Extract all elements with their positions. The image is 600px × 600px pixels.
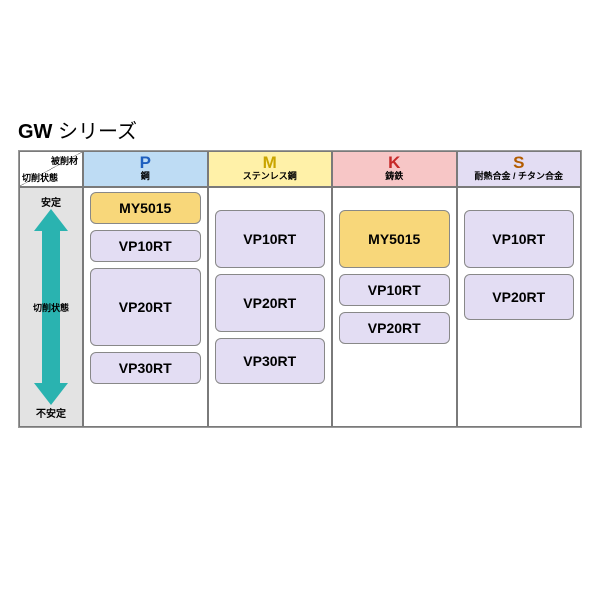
- spacer: [215, 192, 326, 204]
- header-row: 被削材 切削状態 P鋼Mステンレス鋼K鋳鉄S耐熱合金 / チタン合金: [19, 151, 581, 187]
- header-sub: 鋳鉄: [333, 172, 456, 182]
- column-P: MY5015 VP10RT VP20RT VP30RT: [83, 187, 208, 427]
- column-S: VP10RT VP20RT: [457, 187, 582, 427]
- grade-chip: VP10RT: [339, 274, 450, 306]
- spacer: [464, 192, 575, 204]
- arrow-bar: 切削状態: [42, 231, 60, 383]
- header-code: P: [84, 154, 207, 173]
- axis-mid-label: 切削状態: [33, 301, 69, 314]
- body-row: 安定 切削状態 不安定 MY5015VP10RTVP20RTVP30RTVP10…: [19, 187, 581, 427]
- axis-top-label: 安定: [41, 194, 61, 209]
- grade-chip: VP10RT: [215, 210, 326, 268]
- grade-chip: VP20RT: [339, 312, 450, 344]
- header-code: M: [209, 154, 332, 173]
- header-sub: ステンレス鋼: [209, 172, 332, 182]
- axis-arrow: 切削状態: [34, 209, 68, 405]
- arrow-down-icon: [34, 383, 68, 405]
- header-cell-M: Mステンレス鋼: [208, 151, 333, 187]
- grade-chip: VP20RT: [90, 268, 201, 346]
- spacer: [339, 192, 450, 204]
- header-code: S: [458, 154, 581, 173]
- header-cell-S: S耐熱合金 / チタン合金: [457, 151, 582, 187]
- grade-chip: MY5015: [339, 210, 450, 268]
- title-rest: シリーズ: [52, 121, 137, 143]
- grade-chip: VP10RT: [464, 210, 575, 268]
- header-code: K: [333, 154, 456, 173]
- grade-chip: VP20RT: [464, 274, 575, 320]
- corner-top-right: 被削材: [51, 154, 78, 167]
- column-M: VP10RT VP20RT VP30RT: [208, 187, 333, 427]
- corner-bottom-left: 切削状態: [22, 171, 58, 184]
- header-cell-K: K鋳鉄: [332, 151, 457, 187]
- chart-title: GW シリーズ: [18, 115, 582, 144]
- grade-chip: VP20RT: [215, 274, 326, 332]
- grade-chip: MY5015: [90, 192, 201, 224]
- column-K: MY5015 VP10RT VP20RT: [332, 187, 457, 427]
- grade-chip: VP30RT: [215, 338, 326, 384]
- stability-axis: 安定 切削状態 不安定: [19, 187, 83, 427]
- grade-chip: VP10RT: [90, 230, 201, 262]
- grade-table: 被削材 切削状態 P鋼Mステンレス鋼K鋳鉄S耐熱合金 / チタン合金 安定 切削…: [18, 150, 582, 428]
- header-sub: 耐熱合金 / チタン合金: [458, 172, 581, 182]
- header-corner: 被削材 切削状態: [19, 151, 83, 187]
- grade-chip: VP30RT: [90, 352, 201, 384]
- axis-bottom-label: 不安定: [36, 405, 66, 420]
- title-bold: GW: [18, 121, 52, 143]
- header-sub: 鋼: [84, 172, 207, 182]
- header-cell-P: P鋼: [83, 151, 208, 187]
- arrow-up-icon: [34, 209, 68, 231]
